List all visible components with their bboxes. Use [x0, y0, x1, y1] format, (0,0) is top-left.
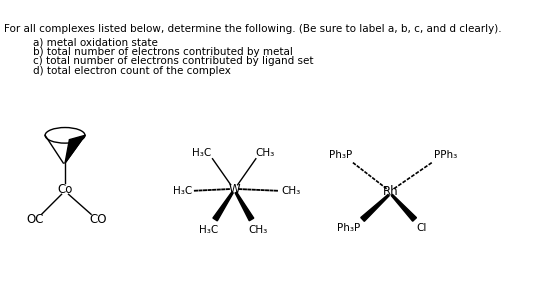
- Text: CO: CO: [89, 213, 107, 226]
- Text: Ph₃P: Ph₃P: [337, 223, 360, 233]
- Text: W: W: [228, 183, 240, 196]
- Text: OC: OC: [26, 213, 43, 226]
- Text: H₃C: H₃C: [172, 186, 192, 196]
- Text: c) total number of electrons contributed by ligand set: c) total number of electrons contributed…: [33, 56, 314, 67]
- Polygon shape: [361, 194, 389, 221]
- Text: a) metal oxidation state: a) metal oxidation state: [33, 37, 158, 47]
- Text: b) total number of electrons contributed by metal: b) total number of electrons contributed…: [33, 47, 293, 57]
- Polygon shape: [235, 192, 254, 221]
- Text: PPh₃: PPh₃: [434, 150, 458, 160]
- Polygon shape: [213, 192, 233, 221]
- Polygon shape: [65, 135, 85, 163]
- Polygon shape: [391, 194, 417, 221]
- Text: Co: Co: [58, 183, 73, 196]
- Text: CH₃: CH₃: [256, 148, 275, 158]
- Text: H₃C: H₃C: [192, 148, 211, 158]
- Text: For all complexes listed below, determine the following. (Be sure to label a, b,: For all complexes listed below, determin…: [4, 24, 502, 34]
- Text: CH₃: CH₃: [281, 186, 300, 196]
- Text: Rh: Rh: [382, 185, 398, 198]
- Text: H₃C: H₃C: [198, 225, 218, 235]
- Text: d) total electron count of the complex: d) total electron count of the complex: [33, 66, 231, 76]
- Text: CH₃: CH₃: [249, 225, 268, 235]
- Text: Ph₃P: Ph₃P: [329, 150, 352, 160]
- Text: Cl: Cl: [416, 223, 427, 233]
